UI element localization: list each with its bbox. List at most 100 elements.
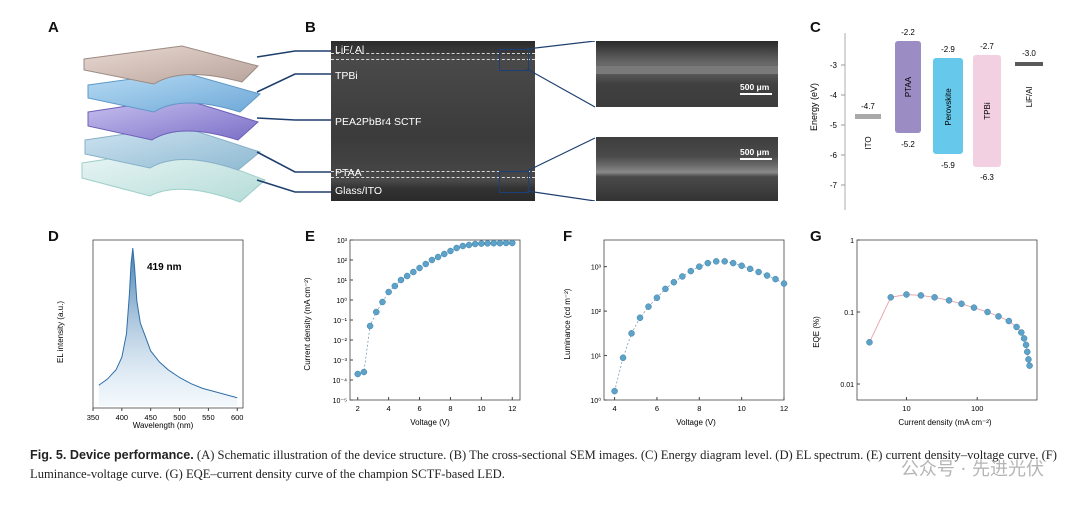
data-point (410, 268, 417, 276)
data-point (746, 265, 754, 273)
sem-label-ptaa: PTAA (335, 167, 362, 179)
layer-electrode (83, 45, 259, 85)
energy-tick: -4 (830, 91, 838, 100)
data-point (1005, 317, 1013, 325)
x-tick-label: 4 (613, 404, 617, 413)
data-point (958, 300, 965, 308)
panel-letter-b: B (305, 19, 316, 36)
perovskite-cb: -2.9 (941, 45, 955, 54)
d-ylabel: EL intensity (a.u.) (56, 301, 65, 363)
data-point (496, 239, 504, 247)
lv-line (614, 260, 785, 392)
g-ylabel: EQE (%) (812, 316, 821, 348)
data-point (428, 256, 436, 264)
y-tick-label: 10⁻⁵ (333, 398, 347, 405)
x-tick-label: 500 (173, 413, 186, 422)
data-point (945, 297, 953, 304)
x-tick-label: 10 (477, 404, 485, 413)
e-xlabel: Voltage (V) (410, 418, 450, 427)
data-point (422, 260, 429, 268)
data-point (360, 368, 368, 376)
data-point (1026, 362, 1033, 369)
data-point (687, 267, 695, 275)
layer-perovskite (87, 97, 259, 141)
lif-al-wf: -3.0 (1022, 49, 1036, 58)
x-tick-label: 400 (116, 413, 129, 422)
data-point (416, 264, 423, 272)
y-tick-label: 0.1 (844, 310, 854, 317)
chart-luminance: 10⁰ 10¹ 10² 10³ 4 6 8 10 12 Luminance (cd m⁻²) V… (563, 239, 788, 427)
panel-letter-a: A (48, 19, 59, 36)
data-point (403, 272, 411, 280)
y-tick-label: 10² (591, 309, 602, 316)
energy-tick: -7 (830, 181, 838, 190)
data-point (366, 322, 374, 330)
data-point (354, 370, 361, 378)
plot-frame (349, 239, 521, 401)
x-tick-label: 350 (87, 413, 100, 422)
y-tick-label: 10⁻³ (333, 358, 347, 365)
energy-tick: -6 (830, 151, 838, 160)
g-xlabel: Current density (mA cm⁻²) (898, 418, 991, 427)
data-point (447, 247, 454, 255)
data-point (696, 263, 703, 270)
data-point (490, 239, 497, 247)
data-point (903, 291, 910, 298)
lif-al-label: LiF/Al (1025, 87, 1034, 108)
d-xlabel: Wavelength (nm) (133, 421, 194, 430)
x-tick-label: 550 (202, 413, 215, 422)
ito-label: ITO (864, 136, 873, 149)
x-tick-label: 6 (655, 404, 659, 413)
data-point (984, 308, 991, 316)
tpbi-label: TPBi (983, 102, 992, 120)
x-tick-label: 8 (697, 404, 701, 413)
watermark: 公众号 · 先进光伏 (900, 459, 1044, 480)
energy-tick: -3 (830, 61, 838, 70)
band-ptaa (895, 41, 921, 133)
sem-zoom-box-bottom (499, 171, 529, 193)
tpbi-lumo: -2.7 (980, 42, 994, 51)
x-tick-label: 10 (902, 404, 910, 413)
perovskite-vb: -5.9 (941, 161, 955, 170)
x-tick-label: 10 (737, 404, 745, 413)
eqe-line (869, 294, 1031, 366)
data-point (373, 308, 380, 316)
peak-annotation: 419 nm (147, 262, 182, 273)
sem-label-tpbi: TPBi (335, 70, 358, 82)
sem-zoom-bottom: 500 μm (596, 137, 778, 201)
data-point (995, 313, 1002, 320)
data-point (780, 280, 788, 287)
data-point (755, 268, 762, 276)
x-tick-label: 6 (417, 404, 421, 413)
y-tick-label: 0.01 (840, 382, 854, 389)
y-tick-label: 10⁰ (590, 397, 601, 405)
data-point (931, 294, 938, 301)
data-point (459, 242, 467, 250)
data-point (628, 330, 635, 337)
y-tick-label: 10⁻² (333, 338, 347, 345)
scale-bar-top: 500 μm (740, 82, 770, 92)
data-point (712, 258, 720, 265)
tpbi-homo: -6.3 (980, 173, 994, 182)
data-point (970, 304, 978, 311)
ptaa-lumo: -2.2 (901, 28, 915, 37)
band-tpbi (973, 55, 1001, 167)
plot-frame (856, 239, 1038, 401)
layer-connectors (256, 50, 331, 193)
data-point (1025, 356, 1032, 363)
y-tick-label: 10⁰ (336, 297, 347, 305)
chart-eqe: 1 0.1 0.01 10 100 EQE (%) Current density (m… (812, 238, 1038, 427)
data-point (471, 240, 479, 248)
energy-ticks: -3 -4 -5 -6 -7 (830, 61, 845, 190)
panel-letter-g: G (810, 228, 822, 245)
x-tick-label: 12 (508, 404, 516, 413)
chart-el-spectrum: 350 400 450 500 550 600 419 nm EL intensity (… (56, 239, 244, 430)
layer-ptaa (84, 125, 262, 171)
sem-zoom-top: 500 μm (596, 41, 778, 107)
data-point (385, 288, 392, 296)
e-ylabel: Current density (mA cm⁻²) (303, 277, 312, 370)
sem-zoom-lines (527, 41, 596, 201)
data-point (441, 250, 448, 258)
plot-frame (92, 239, 244, 409)
data-point (509, 239, 516, 247)
